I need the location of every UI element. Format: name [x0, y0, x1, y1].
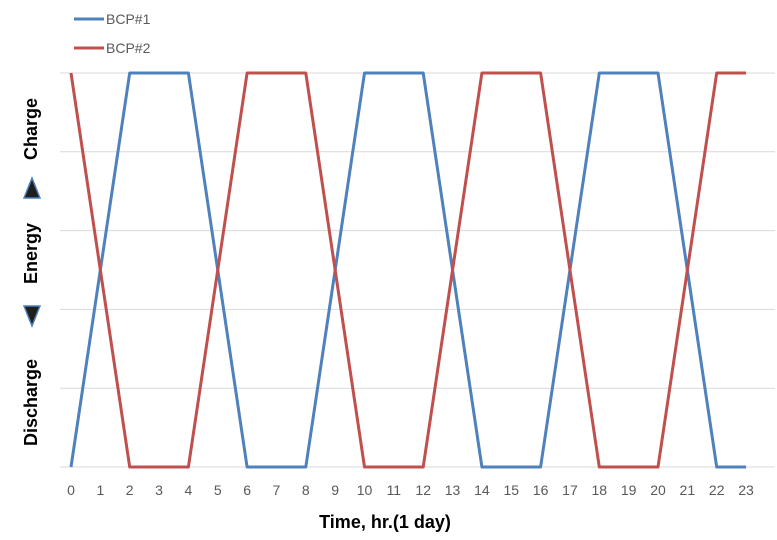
x-tick-label: 12: [415, 482, 431, 498]
x-axis-title: Time, hr.(1 day): [319, 512, 451, 532]
x-tick-label: 11: [387, 482, 402, 498]
x-tick-label: 7: [273, 482, 281, 498]
x-tick-label: 2: [126, 482, 134, 498]
x-tick-label: 20: [650, 482, 666, 498]
legend: BCP#1 BCP#2: [74, 11, 151, 56]
x-tick-label: 5: [214, 482, 222, 498]
x-tick-label: 21: [680, 482, 696, 498]
x-tick-label: 18: [592, 482, 608, 498]
x-tick-label: 4: [185, 482, 193, 498]
down-triangle-icon: [22, 305, 42, 329]
x-tick-label: 14: [474, 482, 490, 498]
x-tick-label: 8: [302, 482, 310, 498]
x-tick-label: 1: [96, 482, 104, 498]
x-tick-label: 9: [331, 482, 339, 498]
y-axis-title: Discharge Energy Charge: [21, 98, 42, 446]
x-tick-label: 23: [738, 482, 754, 498]
up-triangle-icon: [22, 175, 42, 199]
x-tick-label: 10: [357, 482, 373, 498]
x-tick-label: 13: [445, 482, 461, 498]
series-line-bcp1: [69, 71, 747, 469]
legend-label-bcp1: BCP#1: [106, 11, 151, 27]
y-label-charge: Charge: [21, 98, 41, 160]
series-lines: [69, 71, 747, 469]
x-tick-label: 22: [709, 482, 725, 498]
x-tick-labels: 0 1 2 3 4 5 6 7 8 9 10 11 12 13 14 15 16 17 18 19 20 21 22 23: [67, 482, 754, 498]
x-tick-label: 17: [562, 482, 578, 498]
x-tick-label: 6: [243, 482, 251, 498]
x-tick-label: 0: [67, 482, 75, 498]
x-tick-label: 16: [533, 482, 549, 498]
x-tick-label: 15: [503, 482, 519, 498]
series-line-bcp2: [69, 71, 747, 469]
x-tick-label: 3: [155, 482, 163, 498]
legend-label-bcp2: BCP#2: [106, 40, 151, 56]
y-label-discharge: Discharge: [21, 359, 41, 446]
x-tick-label: 19: [621, 482, 637, 498]
y-label-energy: Energy: [21, 223, 41, 284]
